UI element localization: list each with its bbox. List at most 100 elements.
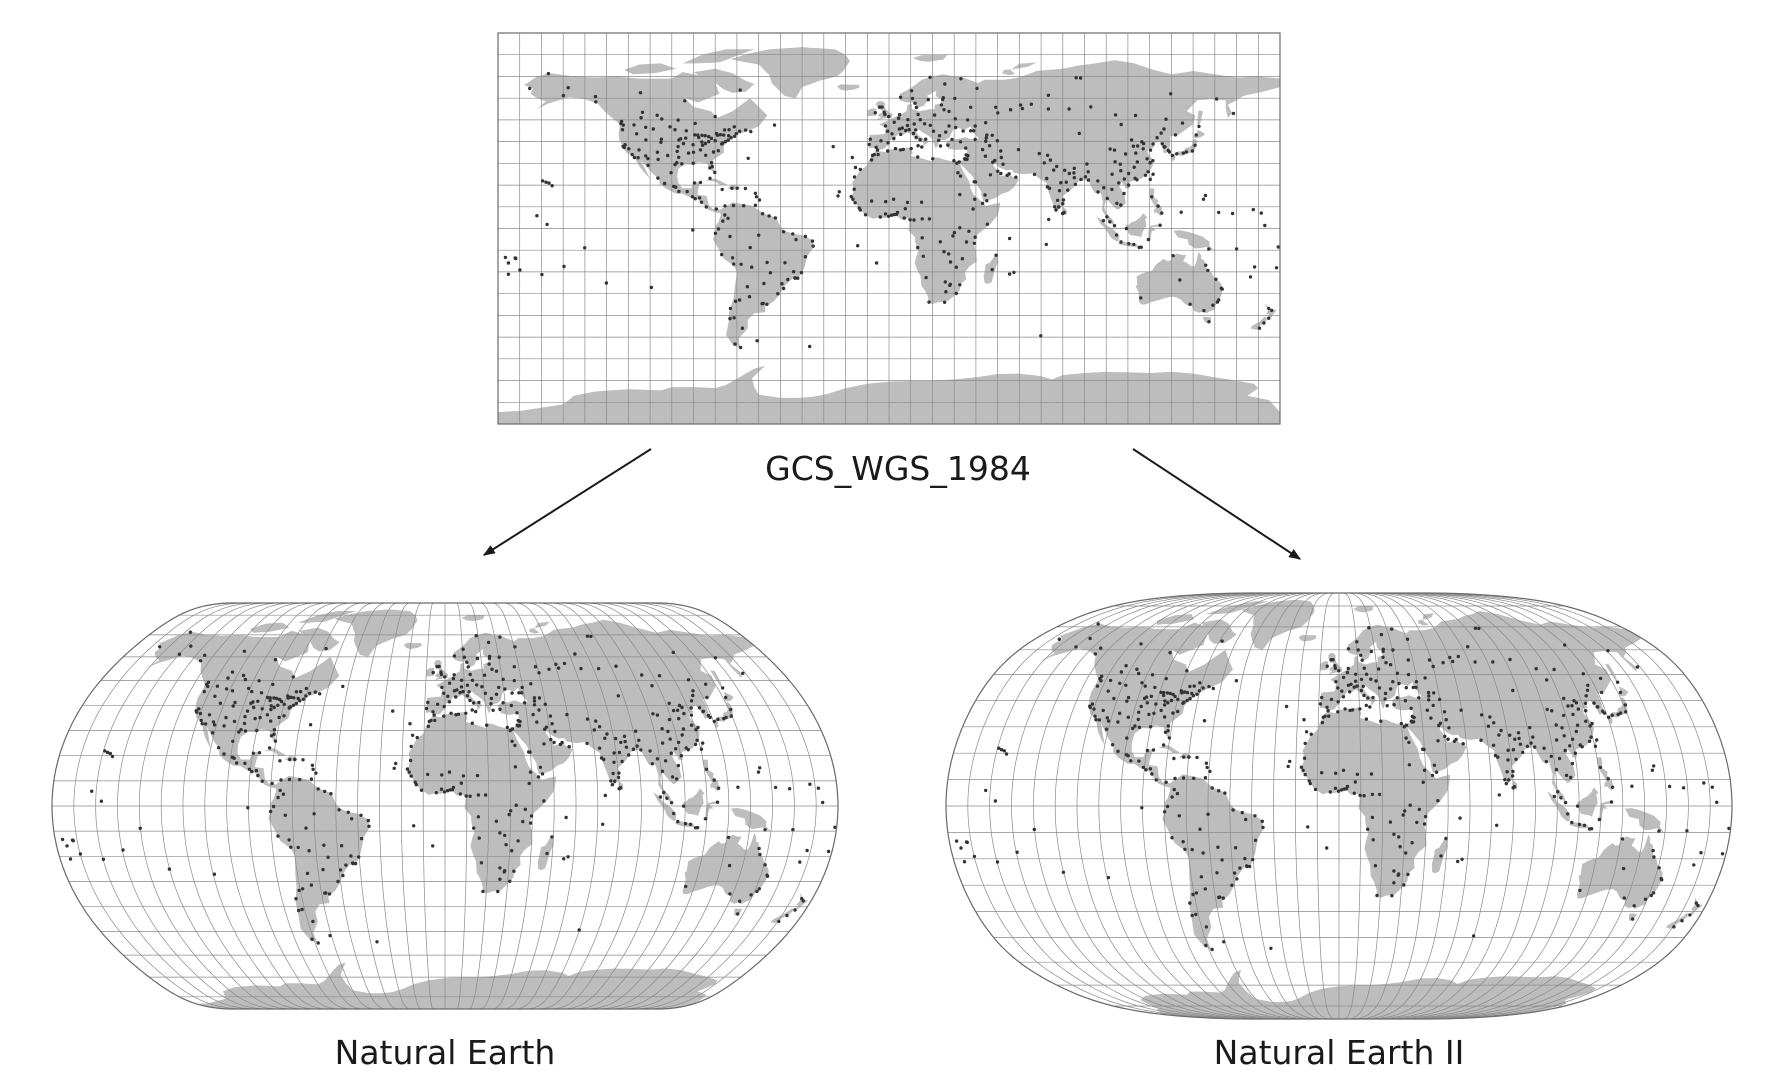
city-point xyxy=(676,144,680,149)
city-point xyxy=(518,268,522,272)
city-point xyxy=(1574,701,1579,705)
city-point xyxy=(697,706,702,710)
city-point xyxy=(1206,812,1210,816)
city-point xyxy=(900,126,904,130)
city-point xyxy=(1570,761,1575,766)
land-polygon xyxy=(426,667,435,677)
city-point xyxy=(1162,810,1167,814)
city-point xyxy=(1313,787,1318,792)
city-point xyxy=(241,673,246,678)
city-point xyxy=(1337,669,1341,673)
city-point xyxy=(1425,708,1430,712)
city-point xyxy=(1383,691,1388,696)
city-point xyxy=(922,122,927,126)
city-point xyxy=(498,877,502,881)
land-polygon xyxy=(1002,62,1037,76)
city-point xyxy=(1710,785,1715,789)
city-point xyxy=(1436,739,1440,743)
city-point xyxy=(1401,813,1405,817)
city-point xyxy=(689,699,694,703)
city-point xyxy=(1456,859,1460,864)
city-point xyxy=(346,810,350,814)
city-point xyxy=(1072,176,1077,180)
city-point xyxy=(1169,698,1174,703)
city-point xyxy=(646,163,650,167)
city-point xyxy=(465,683,470,687)
city-point xyxy=(605,732,609,736)
city-point xyxy=(1148,177,1153,182)
city-point xyxy=(910,96,915,101)
city-point xyxy=(680,162,684,166)
city-point xyxy=(237,730,241,734)
city-point xyxy=(1108,678,1113,683)
city-point xyxy=(728,892,732,896)
city-point xyxy=(1506,748,1510,752)
city-point xyxy=(689,713,694,717)
city-point xyxy=(883,212,888,216)
city-point xyxy=(973,235,977,239)
city-point xyxy=(632,155,637,160)
city-point xyxy=(1325,846,1329,850)
city-point xyxy=(879,139,883,143)
city-point xyxy=(533,665,538,669)
city-point xyxy=(983,193,987,197)
city-point xyxy=(1352,791,1357,795)
city-point xyxy=(1144,768,1148,772)
city-point xyxy=(288,757,292,762)
city-point xyxy=(1187,755,1191,759)
city-point xyxy=(1096,179,1100,183)
city-point xyxy=(716,786,721,790)
city-point xyxy=(754,195,759,199)
city-point xyxy=(1325,705,1329,709)
city-point xyxy=(914,128,918,132)
city-point xyxy=(323,789,327,794)
city-point xyxy=(1397,872,1401,876)
city-point xyxy=(546,71,551,76)
city-point xyxy=(699,747,704,751)
city-point xyxy=(158,645,162,649)
city-point xyxy=(70,838,75,842)
city-point xyxy=(224,715,228,720)
city-point xyxy=(1303,741,1307,746)
city-point xyxy=(1459,708,1463,712)
land-polygon xyxy=(1418,613,1434,626)
city-point xyxy=(213,694,217,698)
city-point xyxy=(1610,785,1615,789)
city-point xyxy=(1320,771,1324,775)
city-point xyxy=(298,689,303,694)
city-point xyxy=(1124,683,1128,687)
city-point xyxy=(1327,714,1331,718)
city-point xyxy=(561,93,566,98)
city-point xyxy=(1306,825,1310,829)
city-point xyxy=(1423,814,1428,819)
city-point xyxy=(1066,188,1070,192)
city-point xyxy=(243,677,248,682)
city-point xyxy=(1116,749,1120,753)
city-point xyxy=(916,112,920,117)
city-point xyxy=(1584,709,1588,713)
city-point xyxy=(928,123,932,128)
city-point xyxy=(498,831,502,835)
city-point xyxy=(509,703,513,708)
city-point xyxy=(270,781,274,786)
city-point xyxy=(655,150,660,154)
city-point xyxy=(1220,639,1224,643)
city-point xyxy=(272,728,277,732)
city-point xyxy=(1650,768,1655,772)
city-point xyxy=(339,844,344,848)
city-point xyxy=(1432,763,1437,767)
land-polygon xyxy=(334,609,418,657)
city-point xyxy=(1368,705,1372,709)
city-point xyxy=(503,869,507,873)
city-point xyxy=(971,207,975,211)
city-point xyxy=(486,640,491,645)
city-point xyxy=(503,255,508,260)
city-point xyxy=(1395,671,1400,675)
city-point xyxy=(215,684,220,688)
city-point xyxy=(883,124,888,128)
city-point xyxy=(1560,726,1564,730)
city-point xyxy=(644,125,648,129)
city-point xyxy=(1032,827,1037,832)
city-point xyxy=(679,754,683,758)
